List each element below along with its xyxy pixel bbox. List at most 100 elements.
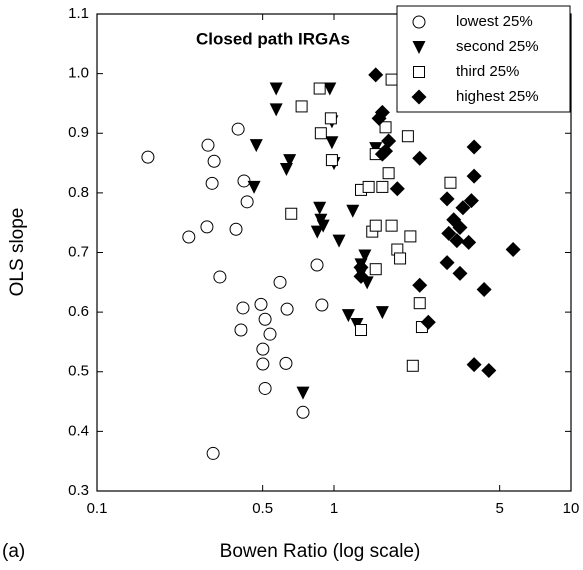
- point: [247, 180, 261, 194]
- point: [341, 309, 355, 323]
- point: [323, 82, 337, 96]
- legend-marker: [412, 15, 426, 29]
- point: [369, 263, 382, 276]
- y-tick-label: 0.7: [68, 243, 89, 260]
- point: [254, 297, 268, 311]
- point: [310, 258, 324, 272]
- point: [240, 195, 254, 209]
- legend-marker: [413, 66, 425, 78]
- point: [466, 357, 482, 373]
- point: [269, 103, 283, 117]
- y-tick-label: 1.0: [68, 65, 89, 82]
- point: [207, 154, 221, 168]
- y-tick-label: 0.5: [68, 363, 89, 380]
- chart-title: Closed path IRGAs: [196, 29, 350, 48]
- point: [200, 220, 214, 234]
- point: [313, 82, 326, 95]
- point: [452, 265, 468, 281]
- x-tick-label: 5: [495, 500, 503, 517]
- point: [269, 82, 283, 96]
- point: [449, 233, 465, 249]
- y-tick-label: 0.9: [68, 124, 89, 141]
- legend: [396, 5, 571, 113]
- point: [231, 122, 245, 136]
- point: [375, 306, 389, 320]
- point: [481, 363, 497, 379]
- point: [353, 268, 369, 284]
- point: [182, 230, 196, 244]
- point: [406, 359, 419, 372]
- x-tick-label: 1: [330, 500, 338, 517]
- point: [394, 252, 407, 265]
- y-tick-label: 0.3: [68, 482, 89, 499]
- point: [325, 154, 338, 167]
- point: [376, 180, 389, 193]
- y-tick-label: 0.4: [68, 422, 89, 439]
- x-axis-label: Bowen Ratio (log scale): [220, 541, 421, 562]
- point: [258, 381, 272, 395]
- point: [362, 180, 375, 193]
- y-tick-label: 1.1: [68, 5, 89, 22]
- point: [280, 302, 294, 316]
- point: [374, 104, 390, 120]
- y-tick-label: 0.8: [68, 184, 89, 201]
- point: [285, 207, 298, 220]
- point: [505, 242, 521, 258]
- point: [401, 130, 414, 143]
- point: [201, 138, 215, 152]
- point: [206, 446, 220, 460]
- point: [412, 277, 428, 293]
- point: [316, 219, 330, 233]
- legend-label: second 25%: [456, 38, 539, 55]
- point: [256, 357, 270, 371]
- point: [346, 204, 360, 218]
- point: [273, 275, 287, 289]
- y-axis-label: OLS slope: [7, 208, 28, 297]
- point: [213, 270, 227, 284]
- point: [463, 193, 479, 209]
- point: [466, 139, 482, 155]
- point: [283, 154, 297, 168]
- point: [315, 298, 329, 312]
- point: [439, 255, 455, 271]
- point: [446, 212, 462, 228]
- point: [441, 225, 457, 241]
- x-tick-label: 0.1: [87, 500, 108, 517]
- point: [389, 181, 405, 197]
- point: [325, 136, 339, 150]
- point: [296, 405, 310, 419]
- point: [249, 139, 263, 153]
- point: [368, 67, 384, 83]
- point: [355, 324, 368, 337]
- legend-label: third 25%: [456, 63, 519, 80]
- point: [358, 249, 372, 263]
- point: [382, 167, 395, 180]
- point: [314, 127, 327, 140]
- point: [461, 234, 477, 250]
- point: [455, 200, 471, 216]
- point: [229, 222, 243, 236]
- point: [313, 201, 327, 215]
- point: [141, 150, 155, 164]
- point: [310, 225, 324, 239]
- point: [332, 234, 346, 248]
- legend-label: highest 25%: [456, 88, 539, 105]
- point: [263, 327, 277, 341]
- point: [296, 386, 310, 400]
- point: [379, 121, 392, 134]
- point: [374, 146, 390, 162]
- point: [324, 112, 337, 125]
- point: [476, 281, 492, 297]
- x-tick-label: 10: [563, 500, 580, 517]
- point: [412, 150, 428, 166]
- point: [404, 230, 417, 243]
- point: [353, 259, 369, 275]
- y-tick-label: 0.6: [68, 303, 89, 320]
- point: [466, 168, 482, 184]
- point: [234, 323, 248, 337]
- point: [420, 314, 436, 330]
- point: [369, 219, 382, 232]
- point: [385, 73, 398, 86]
- point: [385, 219, 398, 232]
- point: [444, 176, 457, 189]
